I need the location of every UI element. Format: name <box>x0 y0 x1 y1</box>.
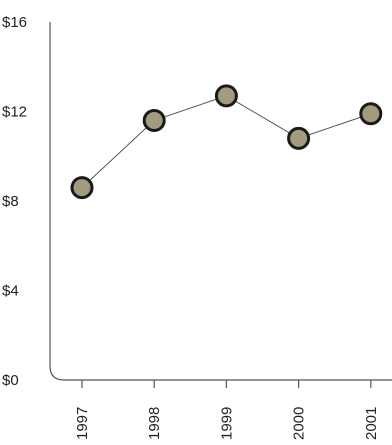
x-tick-label: 1997 <box>74 407 91 440</box>
y-tick-label: $4 <box>2 283 19 300</box>
y-tick-label: $0 <box>2 372 19 389</box>
x-tick-labels: 1997 1998 1999 2000 2001 <box>74 407 380 440</box>
x-tick-label: 2001 <box>363 407 380 440</box>
x-tick-label: 1999 <box>218 407 235 440</box>
y-tick-label: $8 <box>2 193 19 210</box>
data-point <box>287 126 311 150</box>
x-tick-label: 1998 <box>146 407 163 440</box>
data-point <box>214 84 238 108</box>
series-line <box>81 95 371 188</box>
x-tick-marks <box>81 380 372 388</box>
axis-line <box>49 22 392 381</box>
y-tick-labels: $0 $4 $8 $12 $16 <box>2 14 27 389</box>
data-points <box>70 84 383 200</box>
data-point <box>70 176 94 200</box>
y-tick-label: $12 <box>2 104 27 121</box>
y-tick-label: $16 <box>2 14 27 31</box>
data-point <box>142 108 166 132</box>
x-tick-label: 2000 <box>291 407 308 440</box>
data-point <box>359 102 383 126</box>
